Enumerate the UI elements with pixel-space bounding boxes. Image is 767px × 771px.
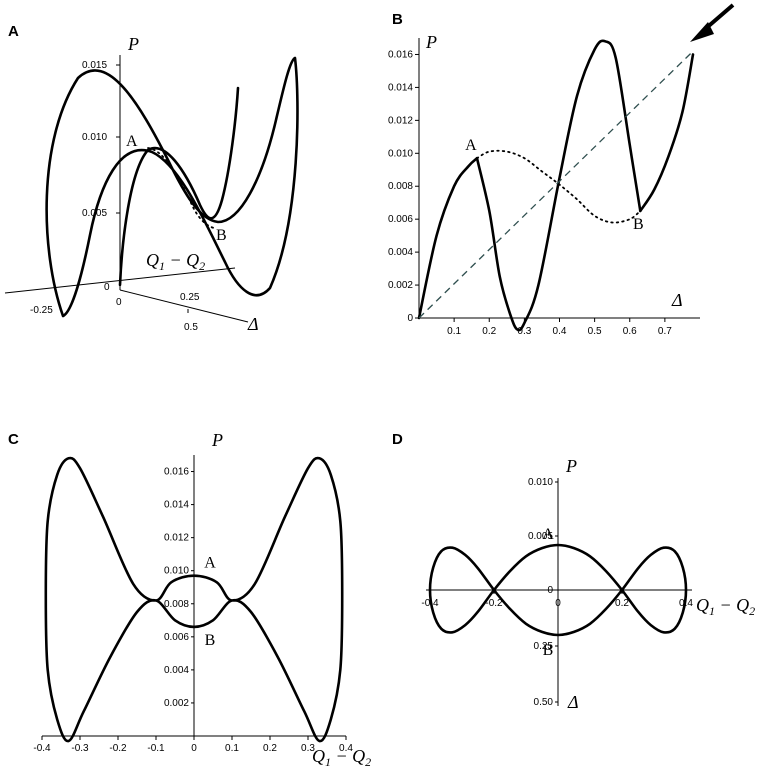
panel-c-letter: C — [8, 431, 19, 448]
panel-b-y-tick-label: 0.004 — [388, 247, 413, 258]
panel-b-y-tick-label: 0.012 — [388, 115, 413, 126]
panel-d-series — [428, 543, 688, 637]
panel-d-up-tick-label: 0.005 — [528, 531, 553, 542]
panel-a-curve-inner — [118, 86, 240, 287]
panel-b-x-tick-label: 0.5 — [588, 326, 602, 337]
panel-c-point-label: A — [204, 555, 216, 572]
panel-b-series-solid — [475, 39, 642, 332]
panel-c-series — [44, 456, 344, 743]
panel-d-letter: D — [392, 431, 403, 448]
panel-a-delta-axis — [119, 289, 249, 323]
panel-b-x-tick-label: 0.6 — [623, 326, 637, 337]
panel-d-up-label: P — [565, 456, 577, 476]
panel-c-point-label: B — [205, 632, 216, 649]
panel-b-y-tick-label: 0.008 — [388, 181, 413, 192]
panel-d-x-tick-label: 0.4 — [679, 598, 693, 609]
panel-d-x-tick-label: -0.2 — [485, 598, 503, 609]
panel-d-down-tick-label: 0.25 — [534, 641, 554, 652]
panel-d-point-label: B — [543, 642, 554, 659]
panel-a: A 0.005 0.010 0.015 -0.25 0 0 0.25 0.5 P… — [4, 23, 299, 334]
panel-c-y-tick-label: 0.002 — [164, 698, 189, 709]
panel-c-x-tick-label: 0.2 — [263, 743, 277, 754]
panel-b-x-tick-label: 0.2 — [482, 326, 496, 337]
panel-a-letter: A — [8, 23, 19, 40]
panel-d-x-label: Q1 − Q2 — [696, 595, 755, 618]
panel-d-x-tick-label: 0.2 — [615, 598, 629, 609]
panel-c-y-tick-label: 0.006 — [164, 632, 189, 643]
panel-b-point-label: A — [465, 137, 477, 154]
panel-a-origin-label: 0 — [104, 282, 110, 293]
panel-c-y-tick-label: 0.010 — [164, 566, 189, 577]
panel-c-y-label: P — [211, 430, 223, 450]
panel-d-origin-label: 0 — [547, 585, 553, 596]
panel-a-p-tick-label: 0.015 — [82, 60, 107, 71]
panel-c-y-tick-label: 0.016 — [164, 467, 189, 478]
panel-d-down-tick-label: 0.50 — [534, 697, 554, 708]
panel-c-x-tick-label: 0.1 — [225, 743, 239, 754]
panel-a-p-label: P — [127, 34, 139, 54]
panel-b-y-tick-label: 0.006 — [388, 214, 413, 225]
panel-a-q-tick-label: 0 — [116, 297, 122, 308]
panel-d-down-label: Δ — [567, 692, 579, 712]
panel-c-x-tick-label: -0.4 — [33, 743, 51, 754]
panel-b-point-label: B — [633, 216, 644, 233]
panel-b-x-tick-label: 0.3 — [517, 326, 531, 337]
panel-b-arrow-head — [690, 22, 714, 42]
panel-a-delta-tick-label: 0.5 — [184, 322, 198, 333]
panel-c-y-tick-label: 0.008 — [164, 599, 189, 610]
panel-a-q-tick-label: 0.25 — [180, 292, 200, 303]
panel-b: B 0.1 0.2 0.3 0.4 0.5 0.6 0.700.0020.0040.0060… — [388, 3, 735, 337]
panel-a-point-b: B — [216, 227, 227, 244]
panel-c-y-tick-label: 0.012 — [164, 533, 189, 544]
panel-c: C -0.4 -0.3 -0.2 -0.1 0 0.1 0.2 0.3 0.4 0.002 0.00… — [8, 430, 371, 769]
panel-b-y-tick-label: 0 — [407, 313, 413, 324]
panel-c-y-tick-label: 0.004 — [164, 665, 189, 676]
panel-b-series-dashed — [418, 50, 694, 319]
panel-c-x-tick-label: -0.3 — [71, 743, 89, 754]
panel-c-x-tick-label: -0.1 — [147, 743, 165, 754]
panel-b-y-tick-label: 0.002 — [388, 280, 413, 291]
panel-b-series-solid — [417, 156, 479, 320]
panel-a-unstable-branch — [147, 147, 215, 229]
panel-d-up-tick-label: 0.010 — [528, 477, 553, 488]
panel-b-x-tick-label: 0.7 — [658, 326, 672, 337]
panel-b-x-tick-label: 0.1 — [447, 326, 461, 337]
panel-b-y-label: P — [425, 32, 437, 52]
panel-d-point-label: A — [542, 526, 554, 543]
panel-c-x-tick-label: 0 — [191, 743, 197, 754]
panel-b-y-tick-label: 0.010 — [388, 148, 413, 159]
panel-b-x-label: Δ — [671, 290, 683, 310]
panel-a-delta-label: Δ — [247, 314, 259, 334]
panel-c-x-label: Q1 − Q2 — [312, 746, 371, 769]
panel-b-plot: 0.1 0.2 0.3 0.4 0.5 0.6 0.7 0 0.002 0.004 0.006 0.0… — [388, 38, 700, 337]
panel-b-letter: B — [392, 11, 403, 28]
panel-c-x-tick-label: 0.3 — [301, 743, 315, 754]
panel-a-q-tick-label: -0.25 — [30, 305, 53, 316]
panel-a-p-tick-label: 0.010 — [82, 132, 107, 143]
panel-c-y-tick-label: 0.014 — [164, 500, 189, 511]
panel-b-x-tick-label: 0.4 — [553, 326, 567, 337]
panel-b-series-dotted — [476, 149, 642, 224]
panel-b-y-tick-label: 0.016 — [388, 49, 413, 60]
panel-d-x-tick-label: 0 — [555, 598, 561, 609]
panel-b-series-solid — [639, 53, 695, 213]
panel-c-x-tick-label: -0.2 — [109, 743, 127, 754]
panel-a-curve-outer — [45, 56, 299, 318]
panel-a-q-label: Q1 − Q2 — [146, 250, 205, 273]
panel-a-point-a: A — [126, 133, 138, 150]
panel-c-x-tick-label: 0.4 — [339, 743, 353, 754]
panel-b-y-tick-label: 0.014 — [388, 82, 413, 93]
panel-c-plot: -0.4 -0.3 -0.2 -0.1 0 0.1 0.2 0.3 0.4 0.002 0.004 0… — [33, 455, 353, 754]
